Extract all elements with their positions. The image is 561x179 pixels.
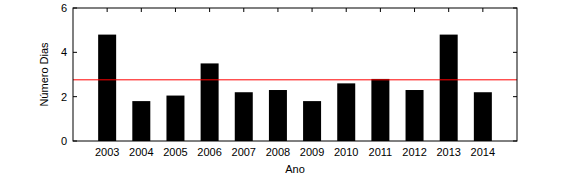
y-tick: [513, 8, 517, 9]
x-tick-label: 2011: [369, 146, 393, 158]
y-tick-label: 4: [61, 46, 67, 58]
bar: [166, 96, 184, 141]
x-tick: [346, 137, 347, 141]
x-tick: [141, 8, 142, 12]
y-tick: [73, 141, 77, 142]
x-tick: [277, 8, 278, 12]
bar: [440, 35, 458, 141]
x-tick-label: 2010: [334, 146, 358, 158]
x-tick: [448, 8, 449, 12]
chart-svg: 0 2 4 6 2003 2004 2005 2006 2007 2008 2009 2010 2011…: [0, 0, 561, 179]
bar: [337, 83, 355, 141]
x-tick: [482, 137, 483, 141]
x-tick-label: 2007: [232, 146, 256, 158]
mean-line: [73, 79, 517, 80]
y-tick-label: 0: [61, 135, 67, 147]
x-tick: [243, 8, 244, 12]
bar: [201, 63, 219, 141]
x-tick: [312, 8, 313, 12]
x-tick: [482, 8, 483, 12]
bar: [235, 92, 253, 141]
y-tick: [73, 52, 77, 53]
y-tick: [73, 96, 77, 97]
y-tick-label: 2: [61, 91, 67, 103]
x-tick: [107, 137, 108, 141]
x-tick-label: 2012: [402, 146, 426, 158]
y-tick: [73, 8, 77, 9]
bar: [98, 35, 116, 141]
x-tick: [141, 137, 142, 141]
y-tick-label: 6: [61, 2, 67, 14]
y-tick: [513, 52, 517, 53]
bar: [132, 101, 150, 141]
x-axis-label: Ano: [285, 163, 305, 175]
x-tick: [312, 137, 313, 141]
plot-background: [73, 8, 517, 141]
x-tick-label: 2003: [95, 146, 119, 158]
x-tick: [175, 137, 176, 141]
x-tick-label: 2005: [163, 146, 187, 158]
y-tick: [513, 96, 517, 97]
x-tick-label: 2009: [300, 146, 324, 158]
x-tick: [175, 8, 176, 12]
x-tick-label: 2004: [129, 146, 153, 158]
bar: [303, 101, 321, 141]
bar: [406, 90, 424, 141]
x-tick: [209, 8, 210, 12]
bar: [474, 92, 492, 141]
axes-frame: [73, 8, 517, 141]
x-tick-label: 2006: [197, 146, 221, 158]
x-tick: [346, 8, 347, 12]
y-axis-label: Número Dias: [38, 42, 50, 107]
x-tick: [380, 8, 381, 12]
x-tick: [448, 137, 449, 141]
x-tick-label: 2013: [436, 146, 460, 158]
x-tick: [414, 137, 415, 141]
x-tick: [414, 8, 415, 12]
x-tick-label: 2014: [471, 146, 495, 158]
chart-container: 0 2 4 6 2003 2004 2005 2006 2007 2008 2009 2010 2011…: [0, 0, 561, 179]
bar: [371, 79, 389, 141]
x-tick: [107, 8, 108, 12]
x-tick: [380, 137, 381, 141]
x-tick: [209, 137, 210, 141]
plot-area: [73, 35, 517, 141]
y-tick: [513, 141, 517, 142]
bar: [269, 90, 287, 141]
x-tick-label: 2008: [266, 146, 290, 158]
x-tick: [277, 137, 278, 141]
x-tick: [243, 137, 244, 141]
